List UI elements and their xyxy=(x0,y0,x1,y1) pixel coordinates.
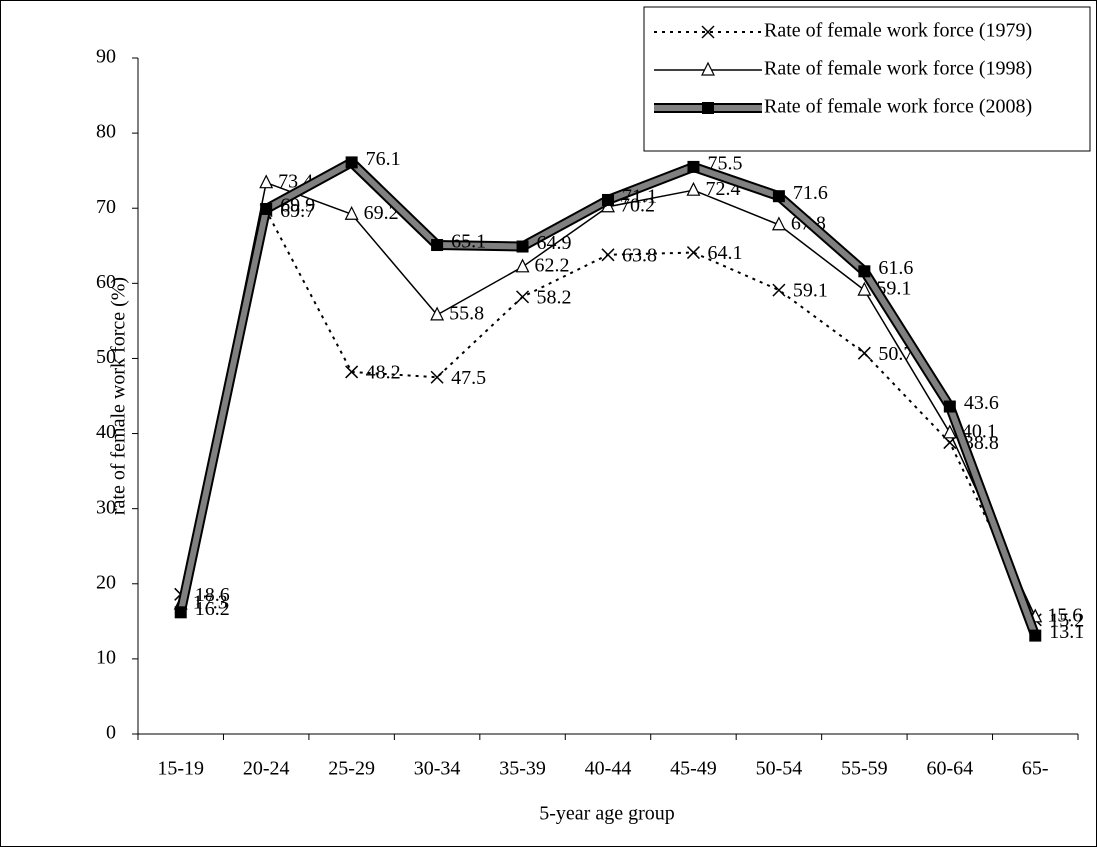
data-label: 17.3 xyxy=(193,592,228,614)
x-tick-label: 15-19 xyxy=(157,758,204,780)
marker-square xyxy=(858,265,871,278)
series: 17.373.469.255.862.270.272.467.859.140.1… xyxy=(173,170,1082,626)
x-tick-label: 30-34 xyxy=(414,758,461,780)
data-label: 48.2 xyxy=(366,362,401,384)
marker-x xyxy=(943,436,957,450)
y-tick-label: 20 xyxy=(96,571,116,593)
marker-square xyxy=(431,239,444,252)
y-tick-label: 70 xyxy=(96,196,116,218)
marker-triangle xyxy=(701,61,715,76)
y-axis-label: rate of female work force (%) xyxy=(108,277,130,515)
data-label: 64.9 xyxy=(537,232,572,254)
x-tick-label: 65- xyxy=(1022,758,1049,780)
marker-triangle xyxy=(344,205,359,220)
legend: Rate of female work force (1979) Rate of … xyxy=(643,6,1091,152)
marker-x xyxy=(345,365,359,379)
data-label: 59.1 xyxy=(876,278,911,300)
data-label: 59.1 xyxy=(793,280,828,302)
data-label: 43.6 xyxy=(964,392,999,414)
data-label: 70.2 xyxy=(620,194,655,216)
data-label: 50.7 xyxy=(878,343,913,365)
data-label: 18.6 xyxy=(195,584,230,606)
marker-square xyxy=(174,606,187,619)
x-tick-label: 55-59 xyxy=(841,758,888,780)
x-tick-label: 60-64 xyxy=(926,758,973,780)
marker-square xyxy=(345,156,358,169)
y-tick-label: 90 xyxy=(96,46,116,68)
marker-triangle xyxy=(515,258,530,273)
x-tick-label: 20-24 xyxy=(243,758,290,780)
marker-square xyxy=(1029,629,1042,642)
y-tick-label: 50 xyxy=(96,346,116,368)
marker-triangle xyxy=(771,216,786,231)
marker-x xyxy=(516,290,530,304)
x-tick-label: 25-29 xyxy=(328,758,375,780)
marker-square xyxy=(943,400,956,413)
y-tick-label: 10 xyxy=(96,646,116,668)
marker-square xyxy=(516,240,529,253)
data-label: 64.1 xyxy=(707,242,742,264)
data-label: 58.2 xyxy=(537,286,572,308)
data-label: 62.2 xyxy=(535,254,570,276)
data-label: 76.1 xyxy=(366,148,401,170)
series: 18.6 69.7 48.2 47.5 58.2 63.8 64.1 59.1 50.7 38.8… xyxy=(174,200,1084,631)
data-label: 61.6 xyxy=(878,257,913,279)
data-label: 69.7 xyxy=(280,200,315,222)
y-tick-label: 30 xyxy=(96,496,116,518)
y-tick-label: 80 xyxy=(96,121,116,143)
x-tick-label: 45-49 xyxy=(670,758,717,780)
legend-label: Rate of female work force (2008) xyxy=(764,96,1032,118)
data-label: 69.2 xyxy=(364,202,399,224)
marker-x xyxy=(701,25,715,39)
data-label: 47.5 xyxy=(451,367,486,389)
marker-square xyxy=(772,190,785,203)
marker-x xyxy=(857,346,871,360)
data-label: 75.5 xyxy=(707,153,742,175)
y-tick-label: 0 xyxy=(106,722,116,744)
data-label: 15.2 xyxy=(1049,609,1084,631)
marker-x xyxy=(430,370,444,384)
data-label: 71.1 xyxy=(622,186,657,208)
marker-square xyxy=(602,193,614,206)
data-label: 65.1 xyxy=(451,231,486,253)
x-axis-label: 5-year age group xyxy=(539,803,675,825)
series: 16.2 69.9 76.1 65.1 64.9 71.1 75.5 71.6 61.6 43.6… xyxy=(174,148,1084,643)
marker-triangle xyxy=(942,424,957,439)
marker-x xyxy=(601,248,615,262)
y-tick-label: 40 xyxy=(96,421,116,443)
x-tick-label: 35-39 xyxy=(499,758,546,780)
marker-triangle xyxy=(259,174,274,189)
data-label: 15.6 xyxy=(1047,604,1082,626)
marker-x xyxy=(772,283,786,297)
data-label: 69.9 xyxy=(280,195,315,217)
marker-x xyxy=(686,246,700,260)
data-label: 38.8 xyxy=(964,432,999,454)
x-tick-label: 40-44 xyxy=(585,758,632,780)
data-label: 63.8 xyxy=(622,244,657,266)
marker-triangle xyxy=(857,281,872,296)
legend-label: Rate of female work force (1998) xyxy=(764,58,1032,80)
y-tick-label: 60 xyxy=(96,271,116,293)
data-label: 16.2 xyxy=(195,598,230,620)
marker-square xyxy=(687,160,700,173)
marker-triangle xyxy=(686,181,701,196)
data-label: 40.1 xyxy=(962,420,997,442)
data-label: 55.8 xyxy=(449,302,484,324)
marker-square xyxy=(260,202,273,215)
marker-triangle xyxy=(430,306,445,321)
x-tick-label: 50-54 xyxy=(756,758,803,780)
data-label: 71.6 xyxy=(793,182,828,204)
marker-square xyxy=(702,102,714,114)
data-label: 13.1 xyxy=(1049,621,1084,643)
legend-label: Rate of female work force (1979) xyxy=(764,20,1032,42)
